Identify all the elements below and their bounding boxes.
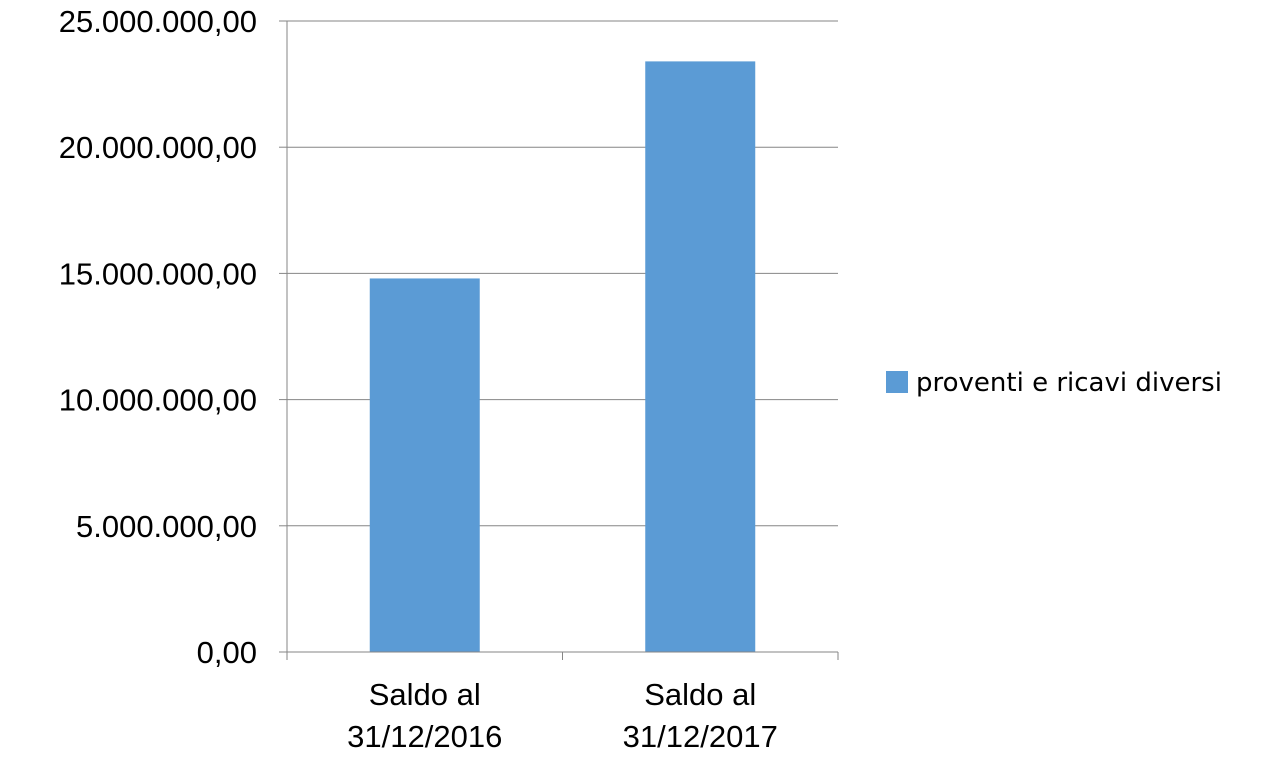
y-tick-label: 5.000.000,00 [76,509,257,544]
axes [279,20,839,660]
y-tick-label: 0,00 [197,635,257,670]
bar [369,278,480,652]
y-tick-label: 20.000.000,00 [59,130,257,165]
y-tick-label: 15.000.000,00 [59,256,257,291]
legend: proventi e ricavi diversi [886,368,1222,398]
legend-swatch [886,371,908,393]
x-tick-labels: Saldo al 31/12/2016 Saldo al 31/12/2017 [347,677,778,754]
x-tick-label: 31/12/2017 [623,719,778,753]
bars [369,61,756,653]
y-tick-labels: 0,00 5.000.000,00 10.000.000,00 15.000.000,… [59,4,257,670]
bar [645,61,756,653]
y-tick-label: 10.000.000,00 [59,383,257,418]
x-tick-label: Saldo al [369,677,481,712]
legend-label: proventi e ricavi diversi [916,368,1222,398]
y-tick-label: 25.000.000,00 [59,4,257,39]
x-tick-label: 31/12/2016 [347,719,502,753]
x-tick-label: Saldo al [644,677,756,712]
gridlines [287,20,838,527]
